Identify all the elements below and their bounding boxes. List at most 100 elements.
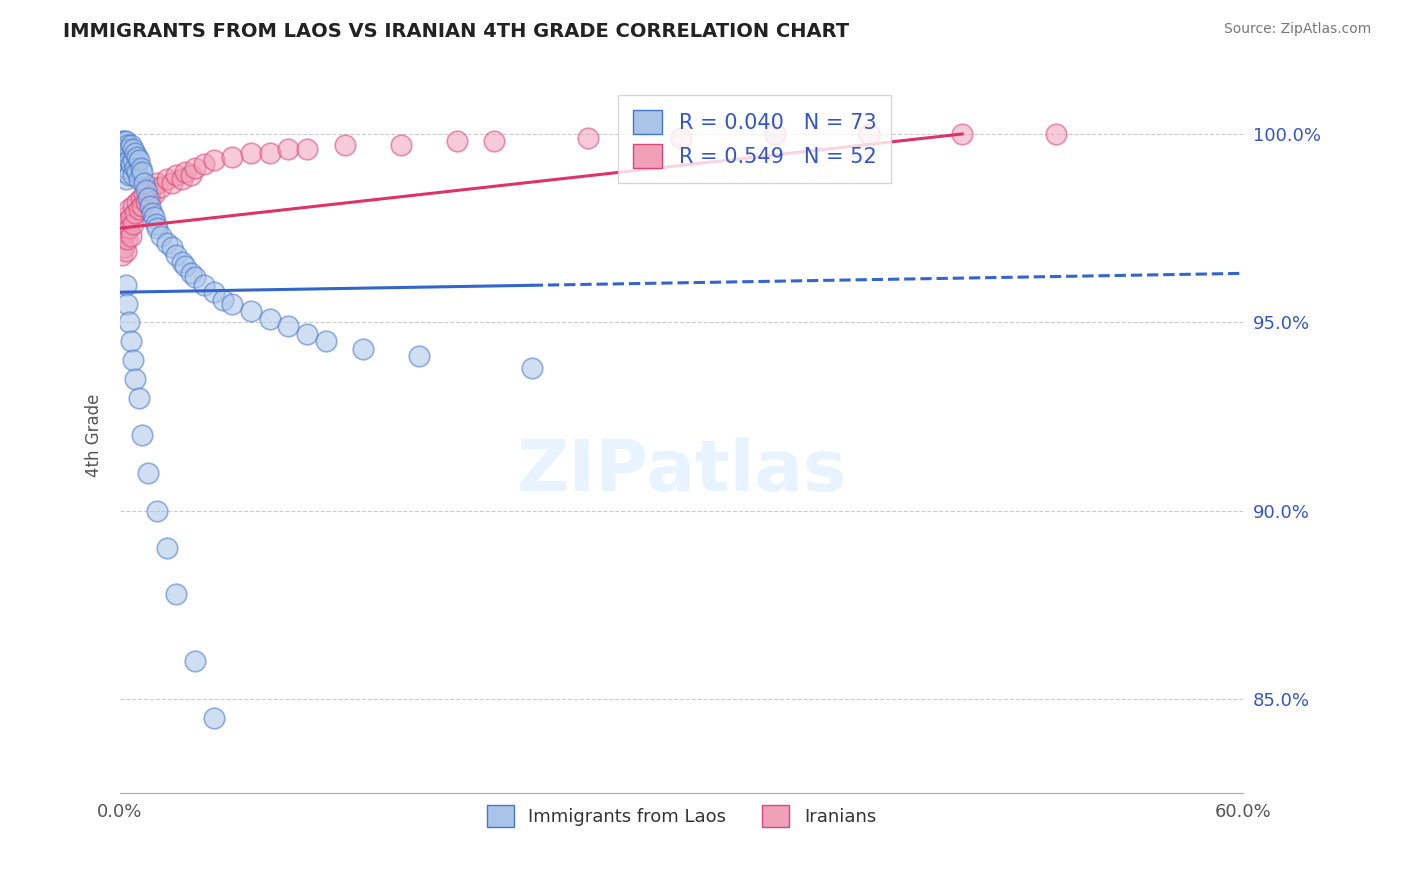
Point <box>671 130 693 145</box>
Point <box>124 206 146 220</box>
Point <box>114 135 136 149</box>
Point <box>118 142 141 156</box>
Point <box>120 210 142 224</box>
Point <box>111 232 134 246</box>
Point <box>128 172 150 186</box>
Point <box>125 164 148 178</box>
Point <box>112 142 135 156</box>
Point <box>131 198 153 212</box>
Point <box>128 202 150 217</box>
Point <box>150 179 173 194</box>
Point <box>122 142 145 156</box>
Point <box>1045 127 1067 141</box>
Point <box>165 587 187 601</box>
Point <box>114 172 136 186</box>
Point <box>484 135 506 149</box>
Point <box>122 153 145 168</box>
Point <box>180 266 202 280</box>
Point <box>117 232 139 246</box>
Point <box>156 541 179 556</box>
Point <box>128 391 150 405</box>
Point <box>162 240 184 254</box>
Point <box>120 138 142 153</box>
Point <box>136 191 159 205</box>
Point <box>135 194 157 209</box>
Point <box>389 138 412 153</box>
Point <box>520 360 543 375</box>
Point <box>139 198 162 212</box>
Point <box>122 353 145 368</box>
Point <box>111 247 134 261</box>
Point <box>117 161 139 175</box>
Point <box>114 244 136 258</box>
Point <box>129 161 152 175</box>
Point <box>146 176 169 190</box>
Point <box>142 187 165 202</box>
Point <box>122 169 145 183</box>
Point <box>240 304 263 318</box>
Point <box>858 127 880 141</box>
Point <box>111 153 134 168</box>
Point <box>112 221 135 235</box>
Point <box>295 142 318 156</box>
Point <box>117 150 139 164</box>
Point <box>134 176 156 190</box>
Point <box>141 179 163 194</box>
Point <box>180 169 202 183</box>
Point <box>333 138 356 153</box>
Point <box>114 210 136 224</box>
Point <box>162 176 184 190</box>
Text: IMMIGRANTS FROM LAOS VS IRANIAN 4TH GRADE CORRELATION CHART: IMMIGRANTS FROM LAOS VS IRANIAN 4TH GRAD… <box>63 22 849 41</box>
Point <box>174 259 197 273</box>
Point <box>111 135 134 149</box>
Point <box>117 213 139 227</box>
Point <box>135 184 157 198</box>
Point <box>446 135 468 149</box>
Point <box>131 428 153 442</box>
Point <box>124 161 146 175</box>
Point <box>763 127 786 141</box>
Point <box>111 145 134 160</box>
Point <box>165 169 187 183</box>
Point <box>184 161 207 175</box>
Y-axis label: 4th Grade: 4th Grade <box>86 393 103 477</box>
Point <box>129 191 152 205</box>
Point <box>259 145 281 160</box>
Point <box>150 228 173 243</box>
Point <box>112 150 135 164</box>
Point <box>145 218 167 232</box>
Point <box>315 334 337 349</box>
Text: ZIPatlas: ZIPatlas <box>516 437 846 506</box>
Point <box>118 202 141 217</box>
Point <box>112 164 135 178</box>
Point <box>118 169 141 183</box>
Point <box>134 187 156 202</box>
Point <box>174 164 197 178</box>
Text: Source: ZipAtlas.com: Source: ZipAtlas.com <box>1223 22 1371 37</box>
Point <box>277 319 299 334</box>
Point <box>193 277 215 292</box>
Point <box>124 145 146 160</box>
Point <box>117 138 139 153</box>
Point <box>125 194 148 209</box>
Point <box>136 184 159 198</box>
Point <box>576 130 599 145</box>
Point <box>170 255 193 269</box>
Point <box>950 127 973 141</box>
Point <box>131 164 153 178</box>
Point <box>112 135 135 149</box>
Point <box>202 285 225 300</box>
Point <box>156 236 179 251</box>
Point <box>202 711 225 725</box>
Point <box>114 153 136 168</box>
Point <box>165 247 187 261</box>
Point <box>221 150 243 164</box>
Point <box>117 296 139 310</box>
Point <box>146 221 169 235</box>
Point <box>142 210 165 224</box>
Point <box>136 466 159 480</box>
Point <box>202 153 225 168</box>
Legend: Immigrants from Laos, Iranians: Immigrants from Laos, Iranians <box>479 798 883 834</box>
Point <box>120 157 142 171</box>
Point <box>114 225 136 239</box>
